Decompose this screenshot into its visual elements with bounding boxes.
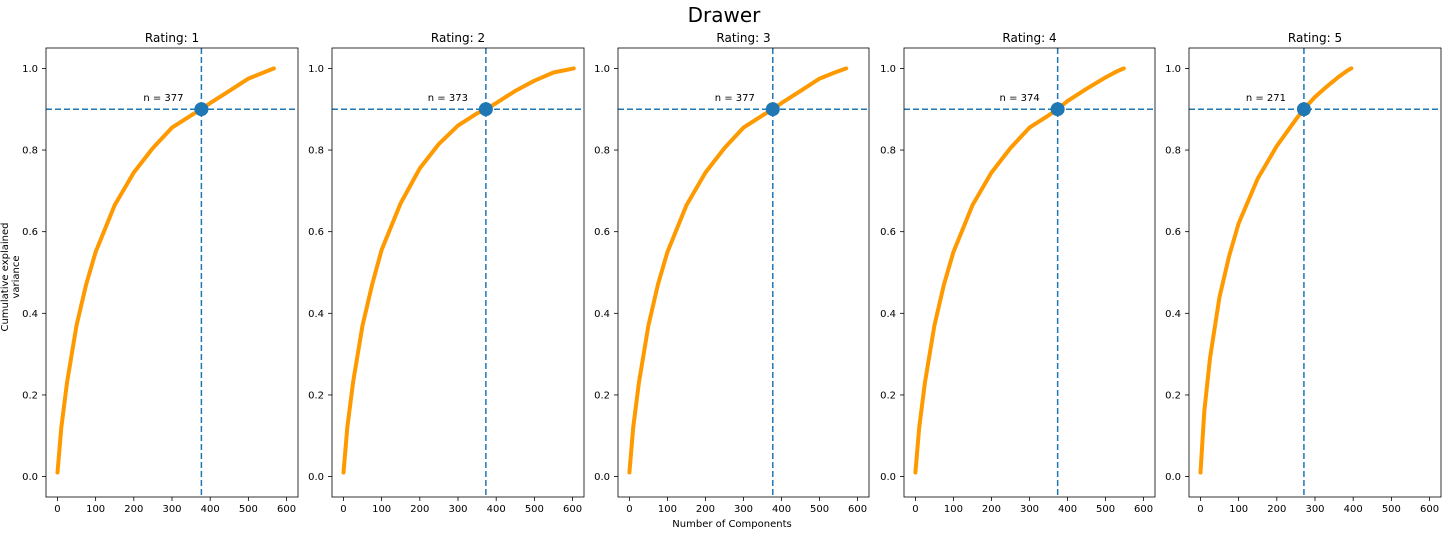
y-tick-label: 0.2 [594, 390, 610, 401]
x-tick-label: 200 [1267, 504, 1286, 515]
x-tick-label: 600 [1420, 504, 1439, 515]
y-tick-label: 0.4 [308, 309, 324, 320]
x-tick-label: 200 [410, 504, 429, 515]
y-tick-label: 0.8 [594, 146, 610, 157]
y-tick-label: 0.2 [1165, 390, 1181, 401]
x-tick-label: 500 [810, 504, 829, 515]
x-tick-label: 100 [944, 504, 963, 515]
y-tick-label: 0.6 [594, 227, 610, 238]
subplot-title: Rating: 3 [716, 31, 770, 45]
threshold-marker [1050, 102, 1065, 117]
y-tick-label: 0.2 [22, 390, 38, 401]
y-tick-label: 0.6 [22, 227, 38, 238]
y-tick-label: 1.0 [308, 64, 324, 75]
x-tick-label: 100 [86, 504, 105, 515]
x-tick-label: 100 [1229, 504, 1248, 515]
subplot-3: Rating: 3 0 100 200 300 400 500 600 0.0 0.2 0.4 0.6… [594, 31, 870, 515]
x-tick-label: 0 [626, 504, 632, 515]
n-annotation: n = 374 [1000, 93, 1040, 104]
x-tick-label: 200 [696, 504, 715, 515]
y-tick-label: 0.6 [1165, 227, 1181, 238]
axes-frame [45, 47, 299, 498]
x-tick-label: 0 [1197, 504, 1203, 515]
threshold-marker [765, 102, 780, 117]
variance-curve [913, 66, 1126, 475]
subplot-title: Rating: 2 [431, 31, 485, 45]
y-tick-label: 1.0 [1165, 64, 1181, 75]
x-tick-label: 300 [1020, 504, 1039, 515]
x-tick-label: 500 [239, 504, 258, 515]
x-tick-label: 500 [525, 504, 544, 515]
x-tick-label: 100 [658, 504, 677, 515]
subplot-5: Rating: 5 0 100 200 300 400 500 600 0.0 0.2 0.4 0.6… [1165, 31, 1442, 515]
x-tick-label: 300 [162, 504, 181, 515]
x-tick-label: 200 [124, 504, 143, 515]
y-tick-label: 1.0 [594, 64, 610, 75]
x-tick-label: 0 [912, 504, 918, 515]
axes-frame [903, 47, 1156, 498]
y-tick-label: 0.2 [308, 390, 324, 401]
n-annotation: n = 271 [1246, 93, 1286, 104]
threshold-marker [194, 102, 209, 117]
subplot-title: Rating: 1 [145, 31, 199, 45]
x-tick-label: 0 [340, 504, 346, 515]
y-tick-label: 0.4 [1165, 309, 1181, 320]
figure-title: Drawer [687, 3, 761, 27]
variance-curve [55, 66, 276, 475]
threshold-marker [478, 102, 493, 117]
x-axis-label: Number of Components [672, 519, 792, 530]
axes-frame [617, 47, 870, 498]
y-tick-label: 0.0 [594, 472, 610, 483]
y-tick-label: 0.6 [880, 227, 896, 238]
x-tick-label: 100 [372, 504, 391, 515]
subplot-2: Rating: 2 0 100 200 300 400 500 600 0.0 0.2 0.4 0.6… [308, 31, 585, 515]
axes-frame [1188, 47, 1442, 498]
x-tick-label: 400 [487, 504, 506, 515]
n-annotation: n = 377 [143, 93, 183, 104]
variance-curve [1198, 66, 1354, 475]
y-tick-label: 0.2 [880, 390, 896, 401]
y-tick-label: 0.0 [308, 472, 324, 483]
axes-frame [331, 47, 585, 498]
x-tick-label: 0 [54, 504, 60, 515]
n-annotation: n = 377 [715, 93, 755, 104]
y-tick-label: 0.8 [22, 146, 38, 157]
y-tick-label: 1.0 [22, 64, 38, 75]
variance-curve [341, 66, 576, 475]
x-tick-label: 200 [982, 504, 1001, 515]
x-tick-label: 300 [1305, 504, 1324, 515]
x-tick-label: 500 [1096, 504, 1115, 515]
y-tick-label: 0.6 [308, 227, 324, 238]
x-tick-label: 400 [201, 504, 220, 515]
y-tick-label: 0.0 [880, 472, 896, 483]
y-tick-label: 0.4 [22, 309, 38, 320]
x-tick-label: 400 [1344, 504, 1363, 515]
y-tick-label: 0.4 [594, 309, 610, 320]
x-tick-label: 300 [734, 504, 753, 515]
x-tick-label: 300 [448, 504, 467, 515]
y-tick-label: 0.4 [880, 309, 896, 320]
y-tick-label: 0.8 [880, 146, 896, 157]
x-tick-label: 400 [1058, 504, 1077, 515]
y-tick-label: 0.0 [1165, 472, 1181, 483]
x-tick-label: 400 [772, 504, 791, 515]
y-tick-label: 0.8 [1165, 146, 1181, 157]
subplot-4: Rating: 4 0 100 200 300 400 500 600 0.0 0.2 0.4 0.6… [880, 31, 1156, 515]
x-tick-label: 600 [563, 504, 582, 515]
y-tick-label: 0.0 [22, 472, 38, 483]
threshold-marker [1296, 102, 1311, 117]
subplot-title: Rating: 4 [1002, 31, 1056, 45]
x-tick-label: 600 [277, 504, 296, 515]
variance-curve [627, 66, 849, 475]
y-tick-label: 0.8 [308, 146, 324, 157]
x-tick-label: 500 [1382, 504, 1401, 515]
x-tick-label: 600 [848, 504, 867, 515]
x-tick-label: 600 [1134, 504, 1153, 515]
subplot-title: Rating: 5 [1288, 31, 1342, 45]
y-tick-label: 1.0 [880, 64, 896, 75]
subplot-1: Rating: 1 0 100 200 300 400 500 600 0.0 0.2 0.4 0.6… [22, 31, 299, 515]
n-annotation: n = 373 [428, 93, 468, 104]
